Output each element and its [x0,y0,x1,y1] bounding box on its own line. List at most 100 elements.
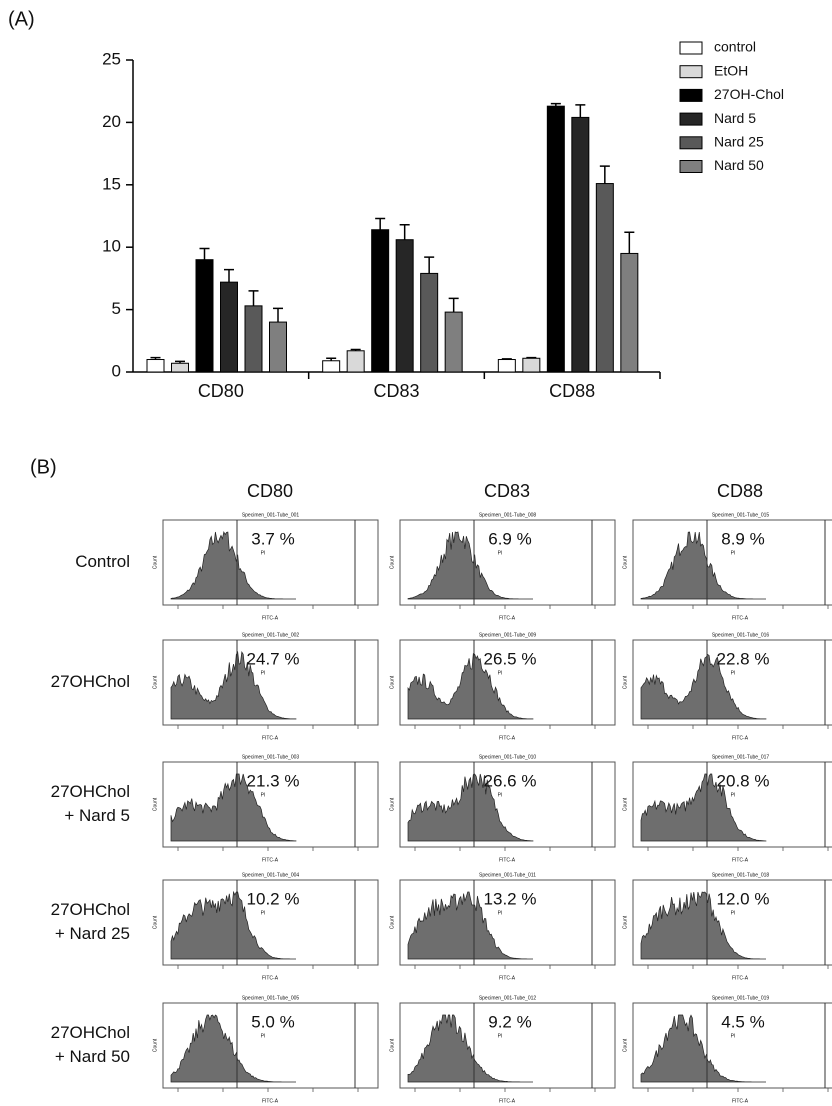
y-axis-label: Count [152,1038,158,1052]
x-axis-label: FITC-A [499,735,516,741]
gate-label: PI [261,670,266,676]
legend-swatch [679,136,703,150]
error-bar [150,356,161,360]
gate-percentage: 4.5 % [721,1012,764,1031]
specimen-label: Specimen_001-Tube_018 [712,872,770,878]
specimen-label: Specimen_001-Tube_001 [242,512,300,518]
x-axis-label: FITC-A [262,857,279,863]
histogram [407,653,534,720]
gate-label: PI [731,670,736,676]
error-bar [399,223,410,240]
specimen-label: Specimen_001-Tube_019 [712,995,770,1001]
gate-label: PI [731,910,736,916]
bar [244,305,263,373]
gate-percentage: 26.5 % [484,649,537,668]
x-axis-label: FITC-A [499,615,516,621]
gate-label: PI [261,792,266,798]
gate-percentage: 22.8 % [717,649,770,668]
error-bar [575,104,586,118]
error-bar [526,356,537,359]
gate-label: PI [498,670,503,676]
legend-swatch [679,88,703,102]
bar [420,272,439,373]
gate-percentage: 21.3 % [247,771,300,790]
y-axis-label: Count [152,797,158,811]
gate-percentage: 13.2 % [484,889,537,908]
bar [497,359,516,373]
x-axis-label: FITC-A [732,857,749,863]
gate-label: PI [261,910,266,916]
specimen-label: Specimen_001-Tube_011 [479,872,536,878]
bar [371,229,390,373]
x-axis-label: FITC-A [262,975,279,981]
legend-swatch [679,65,703,79]
bar [195,259,214,373]
x-axis-label: FITC-A [262,735,279,741]
legend-swatch [679,112,703,126]
row-label: 27OHChol [51,782,130,801]
histogram [170,1014,296,1083]
specimen-label: Specimen_001-Tube_016 [712,632,770,638]
error-bar [224,268,234,283]
gate-percentage: 8.9 % [721,529,764,548]
legend-label: EtOH [714,62,748,78]
x-axis-label: FITC-A [499,1098,516,1104]
x-axis-label: FITC-A [732,1098,749,1104]
row-label: + Nard 50 [55,1047,130,1066]
x-axis-label: FITC-A [732,735,749,741]
specimen-label: Specimen_001-Tube_015 [712,512,770,518]
histogram [170,531,296,600]
gate-percentage: 20.8 % [717,771,770,790]
legend-swatch [679,41,703,55]
legend-swatch [679,160,703,173]
column-header: CD80 [247,481,293,501]
legend-label: Nard 5 [714,110,756,126]
bar [146,359,165,373]
histogram [640,1014,766,1083]
y-axis-label: Count [622,555,628,569]
bar [322,360,341,373]
y-tick-label: 0 [112,361,121,380]
y-tick-label: 10 [102,237,121,256]
y-axis-label: Count [152,915,158,929]
gate-label: PI [261,1033,266,1039]
panel-label: (A) [8,8,35,30]
histogram [407,1014,533,1083]
bar [171,362,189,373]
histogram [640,531,766,600]
gate-label: PI [731,550,736,556]
histogram [640,891,766,960]
error-bar [448,297,459,313]
error-bar [424,256,435,274]
row-label: + Nard 5 [64,806,130,825]
gate-label: PI [498,792,503,798]
histogram [640,773,767,842]
histogram [407,531,533,600]
bar [395,239,414,373]
error-bar [599,165,610,184]
gate-label: PI [731,1033,736,1039]
row-label: Control [75,552,130,571]
row-label: 27OHChol [51,672,130,691]
gate-percentage: 26.6 % [484,771,537,790]
x-axis-label: FITC-A [262,615,279,621]
x-tick-label: CD88 [549,381,595,401]
error-bar [326,357,337,361]
y-axis-label: Count [389,675,395,689]
error-bar [550,102,561,107]
x-axis-label: FITC-A [262,1098,279,1104]
column-header: CD83 [484,481,530,501]
histogram [170,773,297,842]
gate-label: PI [261,550,266,556]
column-header: CD88 [717,481,763,501]
gate-label: PI [731,792,736,798]
x-tick-label: CD80 [198,381,244,401]
gate-percentage: 5.0 % [251,1012,294,1031]
x-axis-label: FITC-A [499,975,516,981]
x-axis-label: FITC-A [499,857,516,863]
bar [444,311,463,373]
error-bar [375,217,386,230]
gate-percentage: 9.2 % [488,1012,531,1031]
y-axis-label: Count [622,675,628,689]
